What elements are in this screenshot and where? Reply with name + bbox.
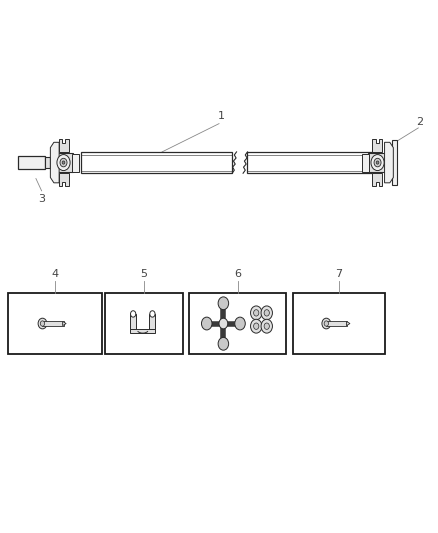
Text: 3: 3 <box>38 194 45 204</box>
Polygon shape <box>45 157 50 168</box>
Bar <box>105 293 183 354</box>
Circle shape <box>264 323 269 329</box>
Polygon shape <box>149 314 155 329</box>
Circle shape <box>254 310 259 316</box>
Polygon shape <box>59 173 69 186</box>
Polygon shape <box>81 152 232 173</box>
Circle shape <box>376 161 379 164</box>
Circle shape <box>254 323 259 329</box>
Text: 2: 2 <box>416 117 423 127</box>
Text: 1: 1 <box>218 111 225 121</box>
Polygon shape <box>63 321 66 326</box>
Polygon shape <box>372 173 382 186</box>
Circle shape <box>251 319 262 333</box>
Circle shape <box>57 155 70 171</box>
Polygon shape <box>130 314 136 329</box>
Circle shape <box>150 311 155 317</box>
Circle shape <box>261 306 272 320</box>
Circle shape <box>218 297 229 310</box>
Circle shape <box>62 161 65 164</box>
Polygon shape <box>56 153 73 172</box>
Polygon shape <box>50 142 59 183</box>
Polygon shape <box>247 152 374 173</box>
Circle shape <box>218 337 229 350</box>
Polygon shape <box>362 154 369 172</box>
Circle shape <box>131 311 136 317</box>
Circle shape <box>251 306 262 320</box>
Circle shape <box>264 310 269 316</box>
Text: 6: 6 <box>234 269 241 279</box>
Polygon shape <box>385 142 393 183</box>
Circle shape <box>201 317 212 330</box>
Circle shape <box>40 321 45 326</box>
Polygon shape <box>346 321 350 326</box>
Text: 5: 5 <box>141 269 148 279</box>
Polygon shape <box>59 139 69 152</box>
Text: 4: 4 <box>51 269 59 279</box>
Circle shape <box>261 319 272 333</box>
Circle shape <box>60 158 67 167</box>
Polygon shape <box>42 321 64 326</box>
Bar <box>8 293 102 354</box>
Circle shape <box>324 321 328 326</box>
Polygon shape <box>18 156 45 169</box>
Polygon shape <box>130 329 155 333</box>
Bar <box>189 293 286 354</box>
Bar <box>293 293 385 354</box>
Circle shape <box>219 318 228 329</box>
Circle shape <box>322 318 331 329</box>
Polygon shape <box>368 153 385 172</box>
Polygon shape <box>72 154 79 172</box>
Text: 7: 7 <box>335 269 342 279</box>
Polygon shape <box>372 139 382 152</box>
Circle shape <box>374 158 381 167</box>
Polygon shape <box>326 321 347 326</box>
Circle shape <box>38 318 47 329</box>
Polygon shape <box>392 140 397 185</box>
Circle shape <box>371 155 384 171</box>
Circle shape <box>235 317 245 330</box>
